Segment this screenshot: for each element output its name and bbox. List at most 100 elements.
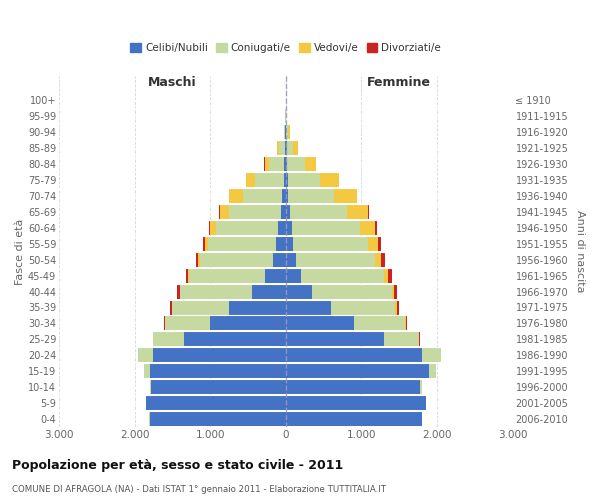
Bar (421, 380, 422, 394)
Bar (165, 316, 210, 330)
Bar (378, 236, 381, 250)
Bar (200, 252, 273, 266)
Bar (284, 172, 286, 187)
Bar (286, 364, 430, 378)
Bar (388, 268, 392, 282)
Bar (320, 172, 339, 187)
Bar (177, 284, 179, 298)
Bar (287, 172, 320, 187)
Bar (276, 236, 286, 250)
Bar (279, 141, 285, 155)
Bar (286, 252, 296, 266)
Bar (286, 412, 422, 426)
Bar (146, 396, 286, 410)
Bar (219, 204, 220, 218)
Bar (229, 204, 281, 218)
Bar (394, 284, 397, 298)
Bar (286, 396, 426, 410)
Bar (406, 316, 407, 330)
Bar (188, 268, 189, 282)
Bar (151, 380, 286, 394)
Bar (265, 157, 269, 171)
Bar (220, 204, 229, 218)
Bar (210, 220, 216, 234)
Bar (149, 412, 286, 426)
Bar (286, 220, 292, 234)
Bar (252, 284, 286, 298)
Bar (284, 157, 286, 171)
Bar (284, 125, 286, 139)
Bar (242, 188, 282, 203)
Bar (286, 300, 331, 314)
Bar (286, 236, 293, 250)
Bar (430, 364, 436, 378)
Bar (422, 348, 441, 362)
Text: Maschi: Maschi (148, 76, 197, 89)
Bar (286, 172, 287, 187)
Bar (198, 252, 200, 266)
Text: COMUNE DI AFRAGOLA (NA) - Dati ISTAT 1° gennaio 2011 - Elaborazione TUTTITALIA.I: COMUNE DI AFRAGOLA (NA) - Dati ISTAT 1° … (12, 485, 386, 494)
Bar (255, 172, 284, 187)
Bar (205, 236, 208, 250)
Bar (216, 220, 278, 234)
Bar (154, 332, 184, 346)
Bar (305, 157, 316, 171)
Bar (293, 236, 368, 250)
Bar (281, 204, 286, 218)
Bar (145, 364, 149, 378)
Bar (186, 268, 188, 282)
Bar (189, 268, 265, 282)
Bar (277, 141, 279, 155)
Bar (286, 125, 289, 139)
Bar (286, 284, 312, 298)
Bar (180, 284, 252, 298)
Bar (149, 380, 151, 394)
Bar (196, 252, 198, 266)
Bar (289, 125, 290, 139)
Bar (286, 157, 287, 171)
Bar (296, 252, 375, 266)
Bar (208, 236, 276, 250)
Bar (149, 364, 286, 378)
Bar (229, 188, 242, 203)
Bar (354, 316, 405, 330)
Bar (289, 188, 334, 203)
Bar (154, 348, 286, 362)
Bar (286, 380, 421, 394)
Bar (312, 284, 392, 298)
Bar (381, 252, 385, 266)
Bar (331, 300, 395, 314)
Bar (246, 172, 255, 187)
Bar (395, 300, 397, 314)
Bar (203, 236, 205, 250)
Bar (286, 141, 287, 155)
Y-axis label: Fasce di età: Fasce di età (15, 218, 25, 285)
Bar (375, 220, 377, 234)
Bar (139, 348, 154, 362)
Bar (293, 141, 298, 155)
Bar (229, 300, 286, 314)
Text: Femmine: Femmine (367, 76, 431, 89)
Bar (290, 204, 347, 218)
Bar (269, 157, 284, 171)
Bar (292, 220, 360, 234)
Bar (278, 220, 286, 234)
Bar (368, 204, 369, 218)
Bar (287, 141, 293, 155)
Bar (282, 188, 286, 203)
Bar (184, 332, 286, 346)
Bar (172, 300, 229, 314)
Bar (273, 252, 286, 266)
Bar (360, 220, 375, 234)
Bar (286, 268, 301, 282)
Bar (405, 316, 406, 330)
Bar (265, 268, 286, 282)
Bar (286, 204, 290, 218)
Text: Popolazione per età, sesso e stato civile - 2011: Popolazione per età, sesso e stato civil… (12, 460, 343, 472)
Bar (392, 284, 394, 298)
Bar (301, 268, 384, 282)
Bar (375, 252, 381, 266)
Bar (397, 300, 399, 314)
Bar (334, 188, 356, 203)
Bar (368, 236, 378, 250)
